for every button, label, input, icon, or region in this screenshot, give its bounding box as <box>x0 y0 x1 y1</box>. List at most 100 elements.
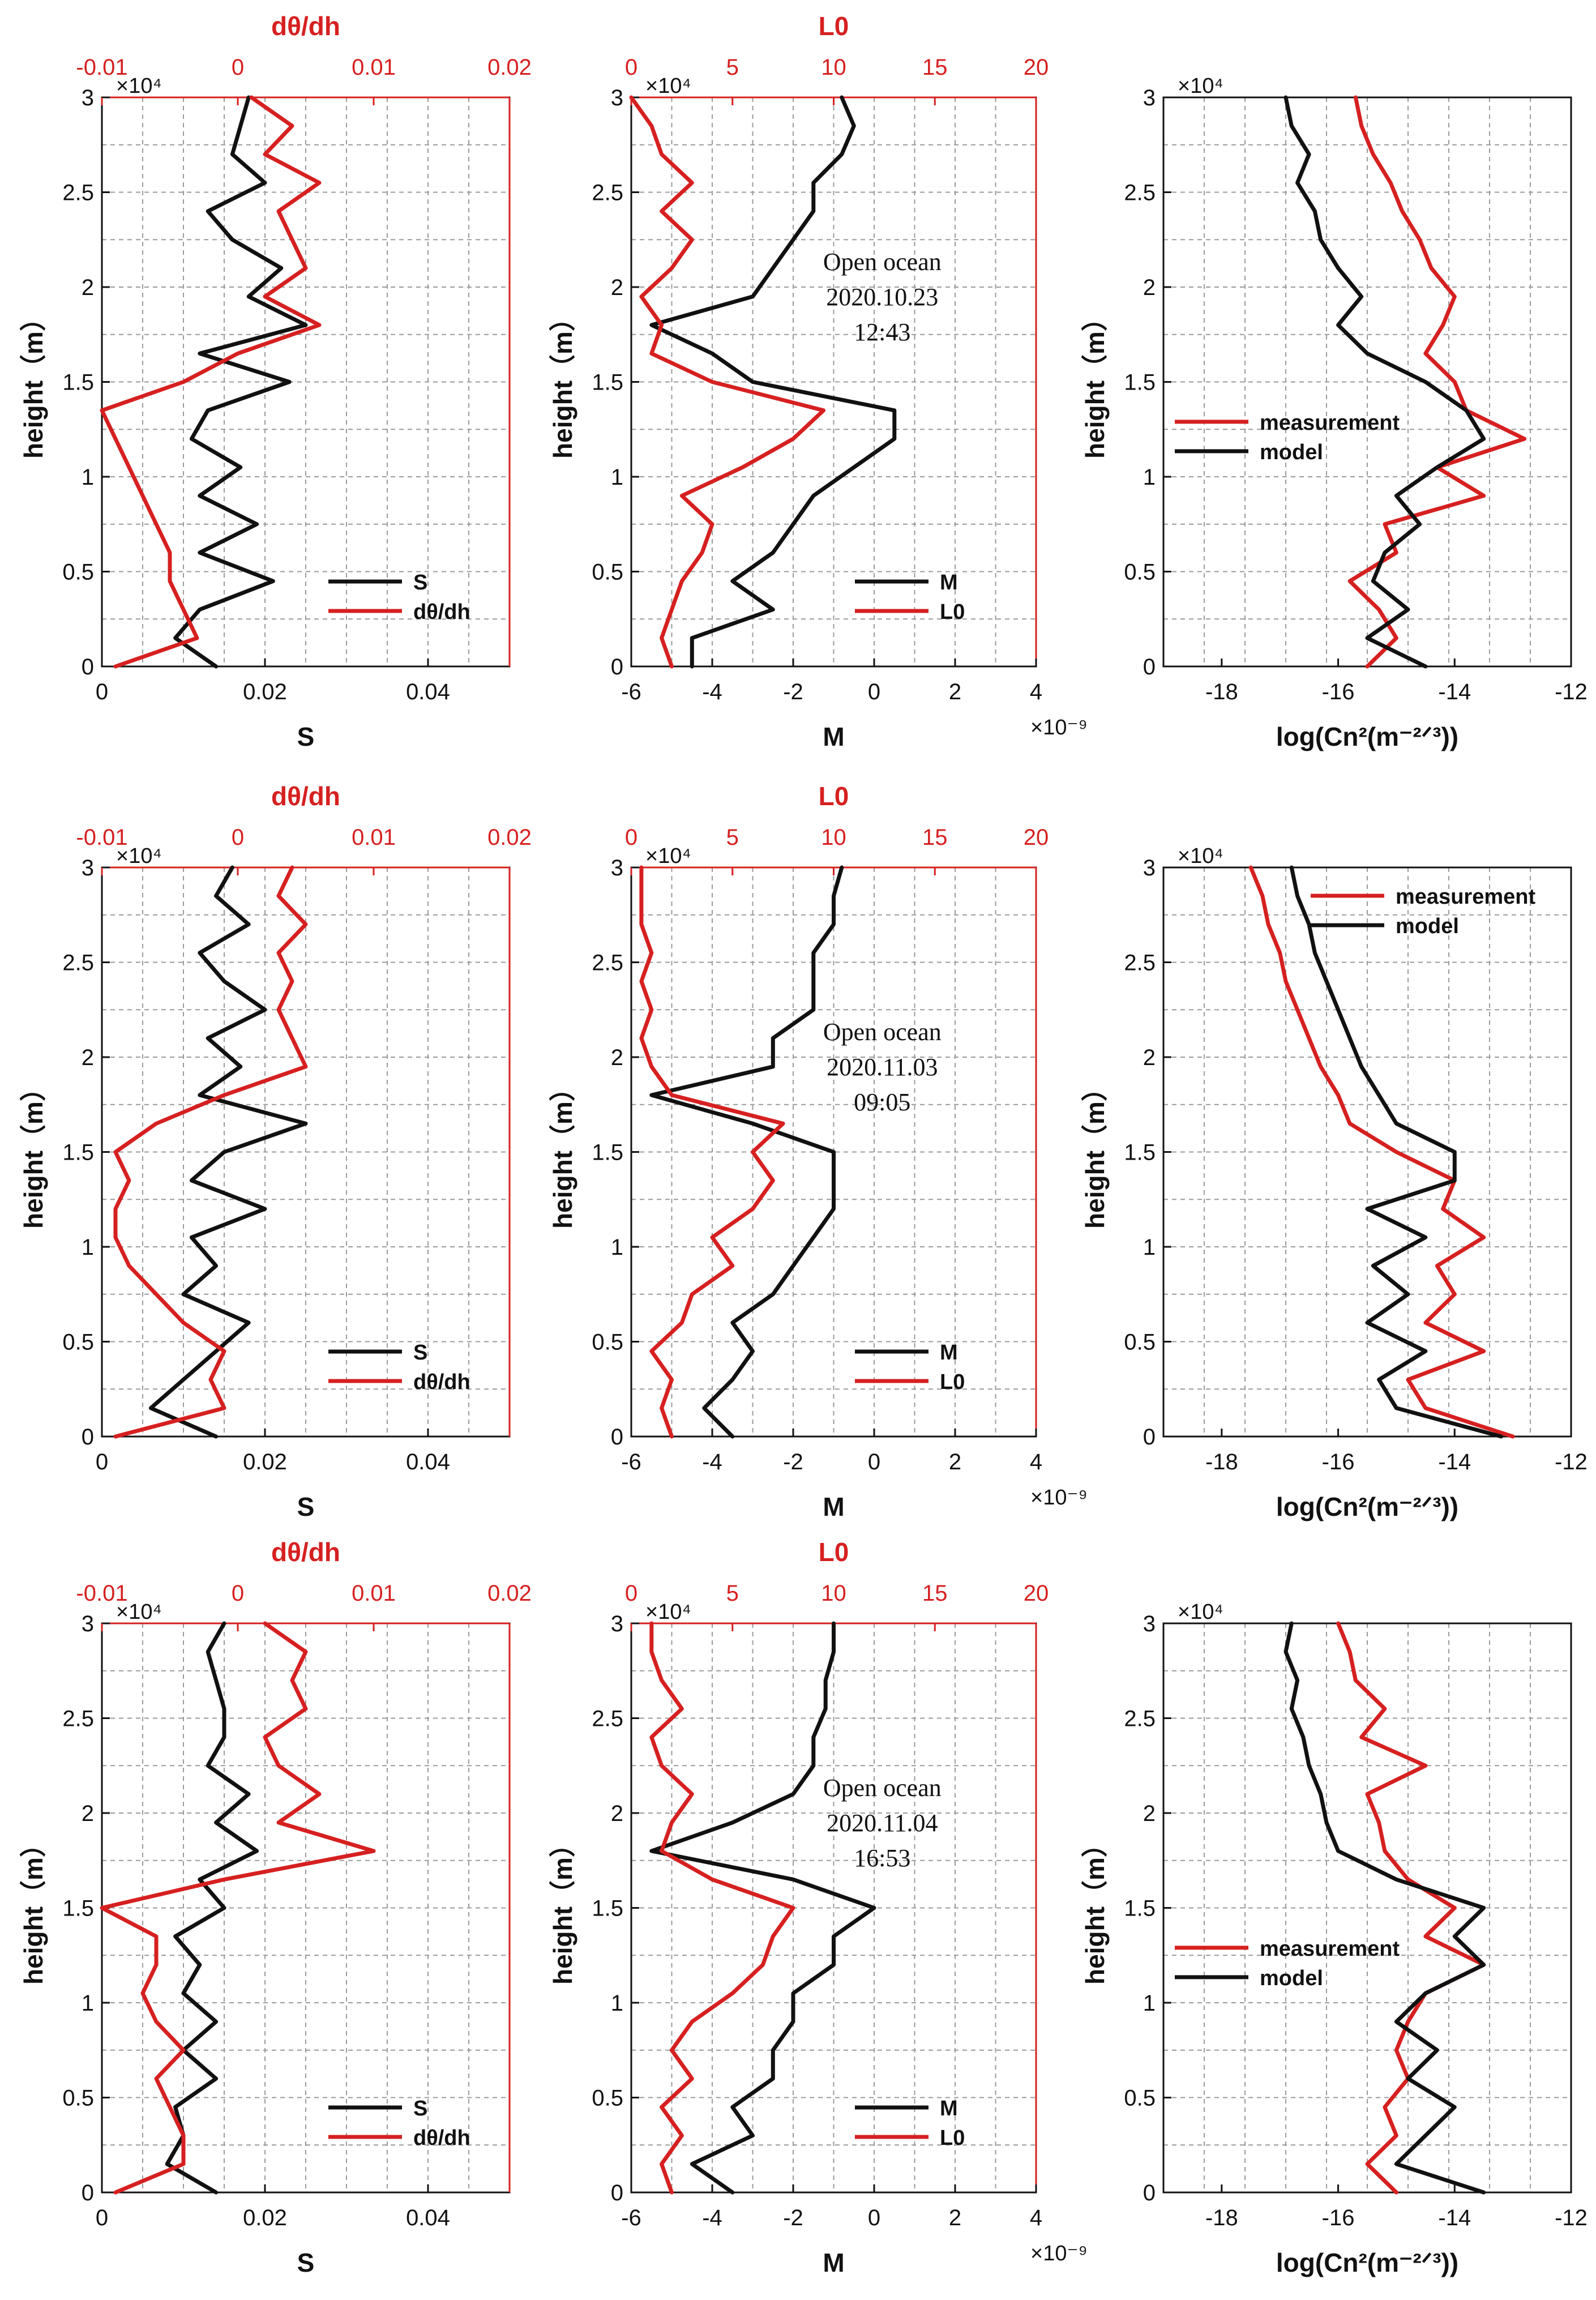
gridlines <box>1163 867 1571 1437</box>
y-tick-label: 1 <box>611 1991 623 2016</box>
x-tick-label: -4 <box>702 2205 722 2230</box>
top-x-tick-label: 0 <box>232 55 244 80</box>
annotation-line: 2020.11.04 <box>827 1809 938 1837</box>
x-axis-label: M <box>823 2248 844 2277</box>
gridlines <box>102 97 510 667</box>
x-axis-label: S <box>297 722 315 751</box>
series-ddh-line <box>100 95 322 669</box>
series-l0-line <box>639 865 785 1439</box>
y-tick-label: 2.5 <box>592 1707 623 1732</box>
x-tick-label: -16 <box>1322 1450 1355 1474</box>
legend-label: M <box>940 571 958 595</box>
y-tick-label: 2 <box>82 275 94 300</box>
y-exponent-label: ×10⁴ <box>645 844 691 868</box>
top-x-tick-label: 0.02 <box>487 55 532 80</box>
y-tick-label: 2 <box>611 1801 623 1826</box>
top-x-tick-label: 0 <box>625 825 637 850</box>
legend-label: dθ/dh <box>413 1370 470 1394</box>
x-tick-label: 0.02 <box>243 1450 287 1474</box>
y-tick-label: 1 <box>82 1235 94 1260</box>
y-tick-label: 1 <box>1143 1991 1156 2016</box>
legend-label: S <box>413 2097 427 2121</box>
top-x-tick-label: -0.01 <box>76 825 127 850</box>
y-tick-label: 2.5 <box>592 951 623 976</box>
annotation-line: 2020.11.03 <box>827 1053 938 1081</box>
top-x-tick-label: -0.01 <box>76 1581 127 1606</box>
y-exponent-label: ×10⁴ <box>1178 74 1223 98</box>
legend-label: measurement <box>1260 411 1400 435</box>
y-axis-label: height（m） <box>1080 1075 1110 1229</box>
legend-label: M <box>940 1341 958 1365</box>
annotation-line: Open ocean <box>823 1018 942 1046</box>
annotation-line: 12:43 <box>854 318 910 346</box>
x-tick-label: 0 <box>96 1450 108 1474</box>
y-tick-label: 3 <box>1143 85 1156 110</box>
y-tick-label: 2 <box>1143 1045 1156 1070</box>
y-tick-label: 3 <box>1143 1611 1156 1636</box>
y-tick-label: 0 <box>82 1425 94 1450</box>
legend-label: L0 <box>940 1370 965 1394</box>
series-m-line <box>649 1621 876 2195</box>
y-tick-label: 1.5 <box>62 370 94 395</box>
legend: Sdθ/dh <box>328 1341 470 1394</box>
x-tick-label: 0.02 <box>243 679 287 704</box>
y-tick-label: 0.5 <box>62 1330 94 1355</box>
y-tick-label: 3 <box>611 85 623 110</box>
y-tick-label: 0 <box>1143 1425 1156 1450</box>
y-tick-label: 3 <box>1143 856 1156 880</box>
legend-label: L0 <box>940 2126 965 2150</box>
top-axis-label: L0 <box>819 1537 849 1567</box>
series-l0-line <box>629 95 826 669</box>
top-x-tick-label: 15 <box>922 1581 948 1606</box>
y-exponent-label: ×10⁴ <box>1178 844 1223 868</box>
series-model-line <box>1283 1621 1486 2195</box>
y-axis-label: height（m） <box>19 1831 48 1985</box>
x-tick-label: -16 <box>1322 679 1355 704</box>
panel-r2c3: 0 0.5 1 1.5 2 2.5 3 ×10⁴ height（m） -18 -16 -14 -12 lo… <box>1080 844 1588 1521</box>
top-x-tick-label: 10 <box>821 55 846 80</box>
legend-label: S <box>413 571 427 595</box>
x-tick-label: 0 <box>868 2205 880 2230</box>
top-x-tick-label: 20 <box>1024 55 1049 80</box>
x-tick-label: -16 <box>1322 2205 1355 2230</box>
annotation-line: 16:53 <box>854 1844 910 1872</box>
x-tick-label: -2 <box>783 1450 803 1474</box>
gridlines <box>631 1623 1036 2193</box>
series-l0-line <box>649 1621 795 2195</box>
top-axis-label: dθ/dh <box>271 11 340 41</box>
y-exponent-label: ×10⁴ <box>645 1600 691 1624</box>
y-tick-label: 0 <box>611 1425 623 1450</box>
top-x-tick-label: 0.01 <box>352 1581 396 1606</box>
y-tick-label: 1 <box>82 1991 94 2016</box>
y-tick-label: 1.5 <box>592 1140 623 1165</box>
panel-r3c2: 0 0.5 1 1.5 2 2.5 3 ×10⁴ height（m） -6 -4 -2 0 2 4 M ×10⁻… <box>548 1537 1088 2277</box>
series-measurement-line <box>1347 95 1527 669</box>
top-x-tick-label: 5 <box>726 1581 739 1606</box>
legend-label: model <box>1396 914 1459 938</box>
x-tick-label: -2 <box>783 2205 803 2230</box>
y-exponent-label: ×10⁴ <box>1178 1600 1223 1624</box>
top-x-tick-label: 15 <box>922 825 948 850</box>
y-tick-label: 0.5 <box>62 560 94 585</box>
y-axis-label: height（m） <box>19 305 48 459</box>
x-tick-label: -12 <box>1555 1450 1588 1474</box>
x-tick-label: 0 <box>868 679 880 704</box>
series-m-line <box>649 865 844 1439</box>
x-tick-label: -18 <box>1205 1450 1238 1474</box>
top-x-tick-label: 15 <box>922 55 948 80</box>
y-tick-label: 0.5 <box>1124 2086 1156 2111</box>
series-model-line <box>1289 865 1504 1439</box>
y-axis-label: height（m） <box>548 1831 577 1985</box>
y-exponent-label: ×10⁴ <box>645 74 691 98</box>
x-tick-label: 4 <box>1030 1450 1042 1474</box>
top-x-tick-label: 0.02 <box>487 1581 532 1606</box>
y-tick-label: 0.5 <box>62 2086 94 2111</box>
y-tick-label: 2 <box>611 275 623 300</box>
x-tick-label: 2 <box>949 1450 961 1474</box>
y-exponent-label: ×10⁴ <box>116 74 162 98</box>
gridlines <box>1163 1623 1571 2193</box>
x-tick-label: -6 <box>621 2205 641 2230</box>
top-x-tick-label: 5 <box>726 825 739 850</box>
y-tick-label: 2.5 <box>1124 181 1156 206</box>
